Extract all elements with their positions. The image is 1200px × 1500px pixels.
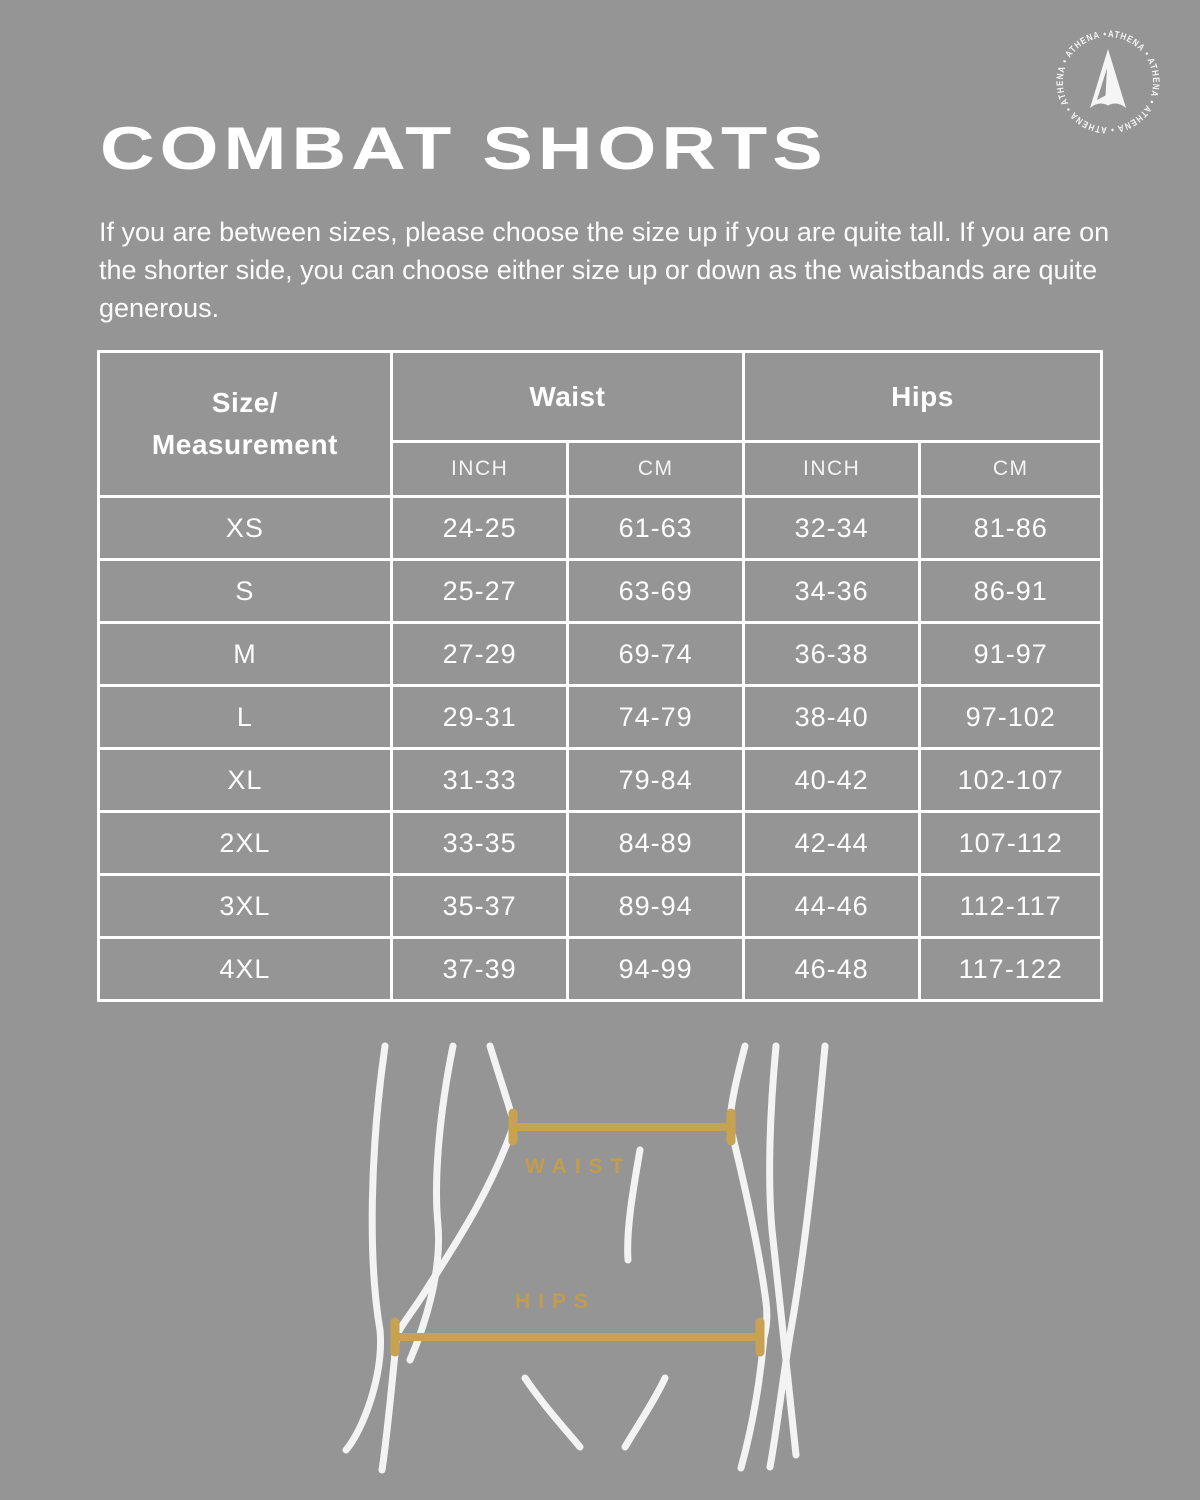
cell-hips-cm: 86-91 (918, 558, 1103, 624)
cell-waist-inch: 24-25 (389, 495, 570, 561)
figure-bikini-right-line (621, 1374, 669, 1451)
cell-hips-inch: 44-46 (741, 873, 922, 939)
cell-size: 3XL (97, 873, 393, 939)
column-header-hips: Hips (741, 350, 1104, 443)
table-row: XL 31-33 79-84 40-42 102-107 (97, 747, 1103, 813)
table-row: M 27-29 69-74 36-38 91-97 (97, 621, 1103, 687)
unit-header-hips-cm: CM (918, 440, 1103, 498)
cell-hips-cm: 107-112 (918, 810, 1103, 876)
corner-header-line1: Size/ (211, 387, 279, 418)
corner-header-line2: Measurement (151, 429, 338, 460)
table-group-header-row: Size/ Measurement Waist Hips (97, 350, 1104, 498)
cell-size: S (97, 558, 393, 624)
cell-waist-inch: 31-33 (389, 747, 570, 813)
cell-hips-cm: 112-117 (918, 873, 1103, 939)
figure-right-contour-line (726, 1042, 771, 1472)
cell-size: L (97, 684, 393, 750)
cell-waist-cm: 61-63 (566, 495, 745, 561)
page-title: COMBAT SHORTS (100, 115, 828, 182)
cell-waist-inch: 33-35 (389, 810, 570, 876)
cell-size: M (97, 621, 393, 687)
cell-waist-inch: 29-31 (389, 684, 570, 750)
table-row: L 29-31 74-79 38-40 97-102 (97, 684, 1103, 750)
cell-hips-inch: 46-48 (741, 936, 922, 1002)
cell-hips-inch: 38-40 (741, 684, 922, 750)
cell-hips-cm: 97-102 (918, 684, 1103, 750)
size-guidance-text: If you are between sizes, please choose … (99, 217, 1110, 323)
cell-waist-cm: 79-84 (566, 747, 745, 813)
cell-hips-inch: 40-42 (741, 747, 922, 813)
waist-measure-label: WAIST (525, 1155, 632, 1178)
figure-navel-line (624, 1146, 644, 1264)
cell-waist-inch: 35-37 (389, 873, 570, 939)
table-row: 2XL 33-35 84-89 42-44 107-112 (97, 810, 1103, 876)
cell-size: XL (97, 747, 393, 813)
brand-logo: ATHENA • ATHENA • ATHENA • ATHENA • ATHE… (1055, 29, 1160, 135)
cell-hips-inch: 36-38 (741, 621, 922, 687)
unit-header-waist-inch: INCH (389, 440, 570, 498)
cell-waist-cm: 84-89 (566, 810, 745, 876)
cell-waist-inch: 37-39 (389, 936, 570, 1002)
figure-left-outer-line (342, 1042, 389, 1454)
table-row: S 25-27 63-69 34-36 86-91 (97, 558, 1103, 624)
figure-right-outer-line (766, 1042, 829, 1471)
cell-size: 4XL (97, 936, 393, 1002)
cell-hips-cm: 91-97 (918, 621, 1103, 687)
figure-bikini-left-line (521, 1374, 584, 1451)
spearhead-icon (1090, 49, 1126, 108)
cell-hips-cm: 102-107 (918, 747, 1103, 813)
cell-waist-cm: 89-94 (566, 873, 745, 939)
cell-hips-inch: 32-34 (741, 495, 922, 561)
hips-measure-label: HIPS (515, 1290, 596, 1313)
unit-header-hips-inch: INCH (741, 440, 922, 498)
cell-hips-cm: 117-122 (918, 936, 1103, 1002)
unit-header-waist-cm: CM (566, 440, 745, 498)
cell-hips-inch: 34-36 (741, 558, 922, 624)
table-unit-header-row: INCH CM INCH CM (99, 440, 1103, 498)
cell-waist-inch: 27-29 (389, 621, 570, 687)
cell-waist-cm: 94-99 (566, 936, 745, 1002)
figure-left-contour-line (378, 1042, 518, 1474)
cell-hips-cm: 81-86 (918, 495, 1103, 561)
figure-left-inner-line (406, 1042, 457, 1364)
table-row: XS 24-25 61-63 32-34 81-86 (97, 495, 1103, 561)
size-chart-table: Size/ Measurement Waist Hips INCH CM INC… (97, 350, 1104, 1002)
cell-size: 2XL (97, 810, 393, 876)
cell-waist-cm: 63-69 (566, 558, 745, 624)
table-row: 3XL 35-37 89-94 44-46 112-117 (97, 873, 1103, 939)
figure-right-inner-line (766, 1042, 800, 1459)
cell-waist-cm: 69-74 (566, 621, 745, 687)
column-header-waist: Waist (389, 350, 745, 443)
table-row: 4XL 37-39 94-99 46-48 117-122 (97, 936, 1103, 1002)
cell-size: XS (97, 495, 393, 561)
corner-header-size-measurement: Size/ Measurement (97, 350, 393, 498)
cell-waist-cm: 74-79 (566, 684, 745, 750)
cell-hips-inch: 42-44 (741, 810, 922, 876)
cell-waist-inch: 25-27 (389, 558, 570, 624)
measurement-figure: WAIST HIPS (342, 1042, 829, 1474)
